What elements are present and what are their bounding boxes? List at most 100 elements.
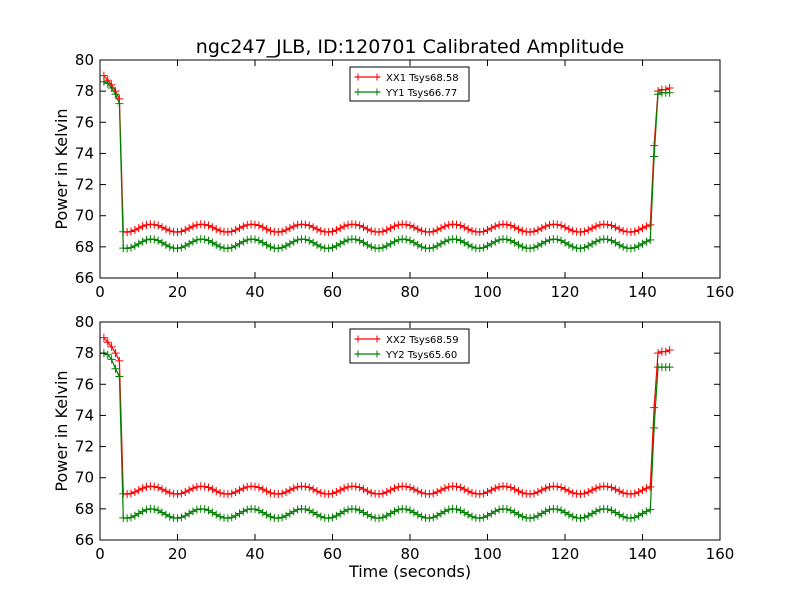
data-point	[285, 224, 294, 233]
data-point	[390, 222, 399, 231]
data-point	[107, 84, 116, 93]
data-point	[227, 489, 236, 498]
data-point	[367, 226, 376, 235]
data-point	[227, 513, 236, 522]
data-point	[588, 239, 597, 248]
data-point	[576, 244, 585, 253]
y-tick-label: 70	[75, 207, 94, 225]
data-point	[282, 511, 290, 520]
data-point	[464, 240, 473, 249]
data-point	[386, 224, 395, 233]
data-point	[142, 505, 151, 514]
data-point	[123, 490, 132, 499]
data-point	[615, 510, 624, 519]
data-point	[336, 486, 345, 495]
data-point	[289, 484, 298, 493]
data-point	[514, 240, 523, 249]
data-point	[363, 487, 372, 496]
data-point	[394, 505, 403, 514]
data-point	[189, 507, 197, 516]
data-point	[324, 228, 333, 237]
data-point	[243, 220, 252, 229]
data-point	[375, 514, 383, 523]
data-point	[394, 482, 403, 491]
data-point	[475, 244, 484, 253]
data-point	[452, 235, 461, 244]
data-point	[440, 484, 449, 493]
data-point	[464, 487, 473, 496]
data-point	[262, 225, 271, 234]
data-point	[429, 489, 438, 498]
x-tick-label: 80	[400, 283, 419, 301]
data-point	[595, 482, 604, 491]
data-point	[355, 483, 364, 492]
data-point	[468, 512, 476, 521]
data-point	[518, 226, 527, 235]
data-point	[650, 423, 659, 432]
data-point	[258, 508, 267, 517]
data-point	[611, 238, 620, 247]
data-point	[642, 237, 651, 246]
data-point	[181, 241, 190, 250]
data-point	[313, 240, 321, 249]
data-point	[204, 506, 213, 515]
data-point	[355, 236, 364, 245]
data-point	[216, 226, 225, 235]
data-point	[173, 490, 182, 499]
data-point	[223, 514, 232, 523]
data-point	[433, 241, 442, 250]
data-point	[138, 507, 147, 516]
data-point	[301, 235, 310, 244]
data-point	[514, 510, 523, 519]
data-point	[278, 243, 287, 252]
data-point	[173, 228, 182, 237]
data-point	[123, 514, 132, 523]
data-point	[429, 243, 438, 252]
data-point	[192, 482, 201, 491]
data-point	[185, 224, 194, 233]
data-point	[192, 505, 201, 514]
data-point	[603, 220, 612, 229]
data-point	[223, 244, 232, 253]
data-point	[568, 226, 577, 235]
data-point	[301, 505, 310, 514]
data-point	[537, 509, 546, 518]
data-point	[103, 338, 112, 347]
data-point	[440, 237, 449, 246]
data-point	[181, 226, 190, 235]
data-point	[227, 227, 236, 236]
data-point	[592, 484, 600, 493]
series-markers	[99, 333, 674, 499]
data-point	[611, 508, 620, 517]
data-point	[595, 505, 604, 514]
legend: XX1 Tsys68.58 YY1 Tsys66.77	[349, 66, 470, 102]
data-point	[123, 228, 132, 237]
data-point	[293, 220, 302, 229]
data-point	[216, 242, 225, 251]
data-point	[130, 488, 139, 497]
data-point	[359, 485, 368, 494]
data-point	[491, 507, 500, 516]
data-point	[584, 241, 593, 250]
data-point	[425, 244, 434, 253]
data-point	[324, 514, 333, 523]
data-point	[99, 333, 108, 342]
legend-label: XX1 Tsys68.58	[386, 73, 459, 84]
data-point	[282, 226, 290, 235]
data-point	[103, 79, 112, 88]
data-point	[495, 235, 504, 244]
data-point	[619, 242, 628, 251]
data-point	[359, 238, 368, 247]
data-point	[189, 484, 197, 493]
y-tick-label: 80	[75, 51, 94, 69]
data-point	[541, 507, 550, 516]
data-point	[142, 482, 151, 491]
data-point	[316, 226, 325, 235]
data-point	[495, 482, 504, 491]
data-point	[235, 239, 244, 248]
data-point	[351, 235, 360, 244]
data-point	[603, 505, 612, 514]
data-point	[592, 237, 600, 246]
data-point	[479, 489, 488, 498]
data-point	[530, 227, 538, 236]
